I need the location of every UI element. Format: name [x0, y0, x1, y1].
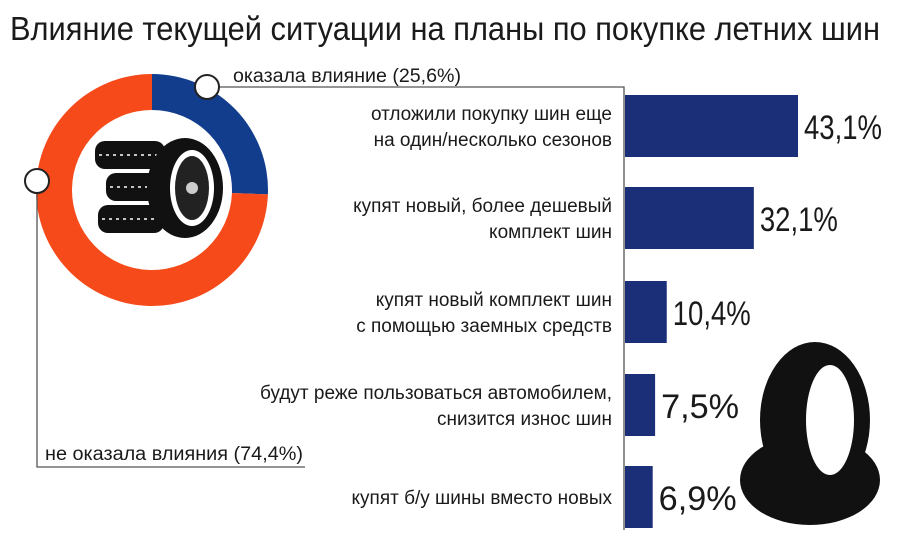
bar-value-label: 43,1% [804, 109, 882, 147]
bar-category-label: купят новый комплект шин [376, 290, 612, 311]
bar-chart: 43,1% отложили покупку шин еще на один/нес… [260, 95, 882, 528]
legend-label-affected: оказала влияние (25,6%) [233, 66, 461, 87]
bar-value-label: 10,4% [673, 295, 751, 333]
chart-title: Влияние текущей ситуации на планы по пок… [10, 10, 880, 47]
tire-stack-icon [95, 138, 223, 238]
bar-category-label: отложили покупку шин еще [371, 104, 612, 125]
bar-value-label: 32,1% [760, 201, 838, 239]
bar [625, 466, 653, 528]
donut-slice [35, 73, 268, 306]
bar-category-label: будут реже пользоваться автомобилем, [260, 383, 612, 404]
bar [625, 95, 798, 157]
bar-value-label: 7,5% [661, 388, 739, 426]
donut-chart [35, 73, 269, 306]
connector-lines [24, 74, 625, 530]
bar-category-label: с помощью заемных средств [356, 316, 612, 337]
hub [186, 182, 198, 194]
bar-category-label: комплект шин [489, 222, 612, 243]
legend-label-not-affected: не оказала влияния (74,4%) [45, 444, 303, 465]
bar-category-label: купят б/у шины вместо новых [352, 488, 613, 509]
bar [625, 281, 667, 343]
tire-icon [740, 342, 880, 525]
donut-slice [152, 74, 269, 195]
bar-category-label: купят новый, более дешевый [353, 196, 612, 217]
marker-circle [194, 74, 220, 100]
bar-category-label: снизится износ шин [437, 409, 612, 430]
bar-category-label: на один/несколько сезонов [374, 130, 612, 151]
connector-line-affected [207, 86, 625, 530]
bar-value-label: 6,9% [659, 480, 737, 518]
bar [625, 187, 754, 249]
tire-hole [806, 365, 854, 475]
connector-line-not-affected [36, 181, 305, 468]
marker-circle [24, 168, 50, 194]
bar [625, 374, 656, 436]
